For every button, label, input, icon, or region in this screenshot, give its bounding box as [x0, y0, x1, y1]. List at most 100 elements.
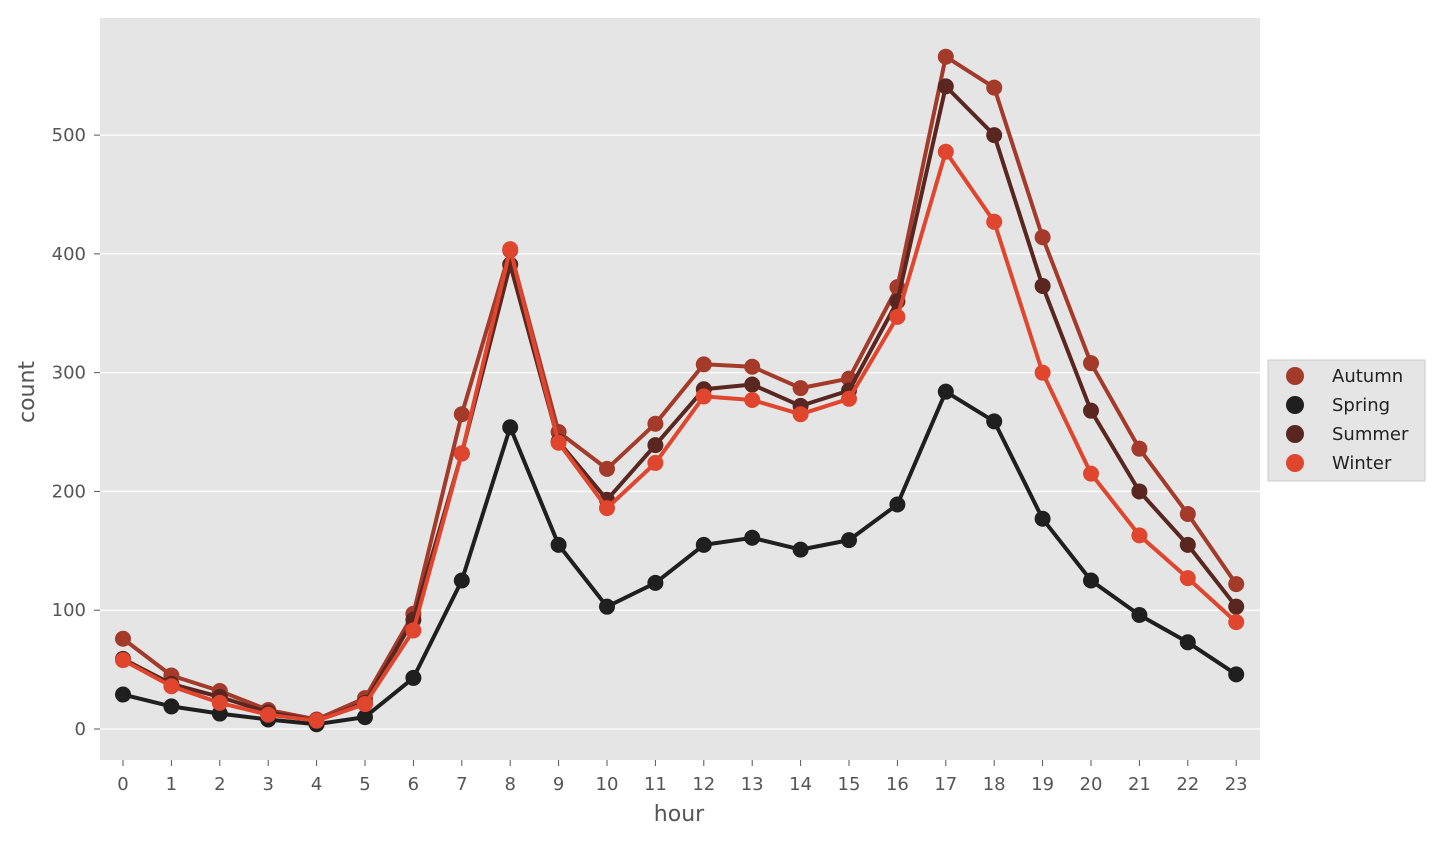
data-point-spring [163, 698, 180, 715]
x-tick-label: 9 [553, 774, 564, 795]
data-point-summer [937, 78, 954, 95]
data-point-spring [792, 541, 809, 558]
data-point-summer [744, 376, 761, 393]
plot-background [100, 18, 1260, 760]
data-point-winter [986, 213, 1003, 230]
data-point-autumn [744, 358, 761, 375]
x-tick-label: 2 [214, 774, 225, 795]
x-tick-label: 19 [1031, 774, 1054, 795]
data-point-spring [1179, 634, 1196, 651]
data-point-winter [1083, 465, 1099, 482]
data-point-spring [889, 496, 906, 513]
data-point-summer [986, 127, 1003, 144]
data-point-spring [695, 536, 712, 553]
data-point-autumn [937, 48, 954, 65]
x-tick-label: 18 [983, 774, 1006, 795]
data-point-spring [1083, 572, 1099, 589]
data-point-winter [357, 696, 373, 713]
x-tick-label: 22 [1176, 774, 1199, 795]
legend-items: Autumn Spring Summer Winter [1286, 366, 1409, 474]
x-tick-label: 14 [789, 774, 812, 795]
y-tick-label: 100 [52, 600, 86, 621]
x-tick-label: 6 [408, 774, 419, 795]
x-tick-label: 23 [1225, 774, 1248, 795]
data-point-autumn [1131, 440, 1148, 457]
gridlines [100, 134, 1260, 730]
x-tick-label: 10 [596, 774, 619, 795]
data-point-autumn [1083, 355, 1099, 372]
data-point-autumn [453, 406, 470, 423]
y-tick-label: 500 [52, 125, 86, 146]
data-point-autumn [1034, 229, 1051, 246]
data-point-spring [550, 536, 567, 553]
data-point-autumn [647, 415, 664, 432]
data-point-winter [260, 706, 277, 723]
legend-marker-winter [1286, 454, 1304, 472]
data-point-spring [1228, 666, 1245, 683]
y-tick-label: 200 [52, 481, 86, 502]
legend-label: Winter [1332, 453, 1392, 474]
data-point-winter [550, 434, 567, 451]
y-tick-label: 0 [75, 719, 86, 740]
x-tick-label: 12 [692, 774, 715, 795]
data-point-spring [599, 598, 615, 615]
data-point-winter [695, 388, 712, 405]
data-point-summer [1228, 598, 1245, 615]
x-tick-label: 15 [838, 774, 861, 795]
data-point-winter [163, 678, 180, 695]
data-point-winter [841, 390, 857, 407]
x-tick-label: 5 [359, 774, 370, 795]
x-tick-label: 3 [262, 774, 273, 795]
data-point-winter [115, 652, 131, 669]
data-point-winter [599, 500, 615, 517]
legend-label: Summer [1332, 424, 1409, 445]
y-tick-label: 400 [52, 244, 86, 265]
data-point-spring [502, 419, 519, 436]
data-point-summer [1083, 402, 1099, 419]
data-point-autumn [115, 630, 131, 647]
data-point-spring [1131, 606, 1148, 623]
data-point-winter [1034, 364, 1051, 381]
data-point-winter [1131, 527, 1148, 544]
x-tick-label: 20 [1080, 774, 1103, 795]
data-point-summer [647, 437, 664, 454]
y-axis: 0 100 200 300 400 500 [52, 125, 100, 740]
data-point-winter [405, 622, 422, 639]
x-tick-label: 0 [117, 774, 128, 795]
x-axis: 0 1 2 3 4 5 6 7 8 9 10 11 12 13 14 15 16 17 18 19 20 21 22 23 [117, 760, 1248, 795]
x-tick-label: 17 [934, 774, 957, 795]
data-point-spring [1034, 510, 1051, 527]
data-point-spring [405, 669, 422, 686]
legend-marker-autumn [1286, 367, 1304, 385]
x-tick-label: 1 [166, 774, 177, 795]
data-point-summer [1179, 536, 1196, 553]
data-point-spring [357, 709, 373, 726]
data-point-spring [647, 574, 664, 591]
legend-marker-summer [1286, 425, 1304, 443]
data-point-spring [744, 529, 761, 546]
legend-label: Autumn [1332, 366, 1403, 387]
y-tick-label: 300 [52, 363, 86, 384]
x-tick-label: 8 [504, 774, 515, 795]
series-group [115, 48, 1245, 733]
data-point-autumn [599, 460, 615, 477]
data-point-summer [1131, 483, 1148, 500]
data-point-autumn [1228, 576, 1245, 593]
legend: Autumn Spring Summer Winter [1267, 359, 1426, 482]
data-point-autumn [986, 79, 1003, 96]
series-line-spring [122, 389, 1238, 727]
x-tick-label: 11 [644, 774, 667, 795]
data-point-winter [502, 241, 519, 258]
x-axis-title: hour [654, 802, 705, 827]
series-winter [115, 143, 1245, 729]
data-point-spring [453, 572, 470, 589]
data-point-spring [937, 383, 954, 400]
data-point-winter [453, 445, 470, 462]
data-point-winter [211, 694, 228, 711]
data-point-winter [647, 454, 664, 471]
data-point-spring [115, 686, 131, 703]
data-point-winter [792, 406, 809, 423]
data-point-winter [1228, 614, 1245, 631]
x-tick-label: 4 [311, 774, 322, 795]
